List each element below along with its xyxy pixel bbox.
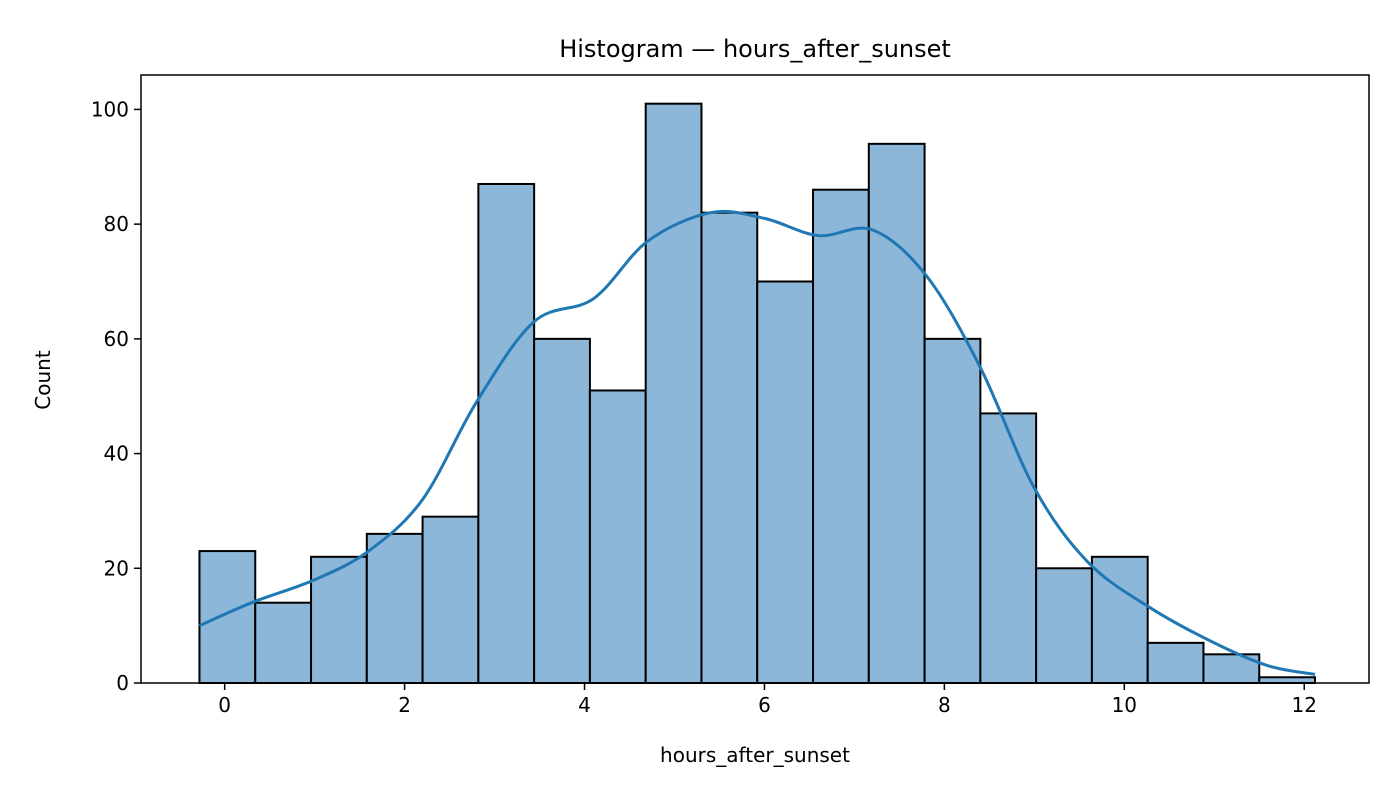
histogram-bar (1146, 641, 1205, 685)
histogram-bars (198, 102, 1317, 685)
y-tick-label: 20 (104, 556, 129, 580)
histogram-bar (867, 142, 926, 684)
x-tick-label: 6 (758, 693, 771, 717)
x-tick-label: 0 (218, 693, 231, 717)
x-axis-ticks: 0 2 4 6 8 10 12 (218, 683, 1317, 717)
x-tick-label: 8 (938, 693, 951, 717)
chart-title: Histogram — hours_after_sunset (559, 35, 951, 63)
y-tick-label: 0 (116, 671, 129, 695)
histogram-bar (1035, 567, 1093, 684)
histogram-bar (644, 102, 703, 684)
histogram-bar (533, 337, 591, 684)
histogram-bar (310, 555, 368, 685)
x-tick-label: 4 (578, 693, 591, 717)
y-tick-label: 80 (104, 212, 129, 236)
x-tick-label: 12 (1291, 693, 1316, 717)
histogram-bar (588, 389, 647, 684)
x-tick-label: 10 (1112, 693, 1137, 717)
histogram-bar (477, 182, 536, 684)
histogram-bar (1090, 555, 1149, 685)
x-tick-label: 2 (398, 693, 411, 717)
histogram-bar (812, 188, 870, 684)
histogram-bar (923, 337, 982, 684)
plot-frame (140, 74, 1370, 684)
kde-curve (198, 209, 1316, 676)
y-tick-label: 100 (91, 97, 129, 121)
histogram-bar (365, 532, 424, 684)
histogram-bar (979, 412, 1038, 684)
histogram-bar (421, 515, 480, 685)
x-axis-label: hours_after_sunset (660, 743, 850, 767)
y-tick-label: 40 (104, 442, 129, 466)
histogram-bar (254, 601, 313, 685)
y-axis-ticks: 0 20 40 60 80 100 (91, 97, 141, 695)
histogram-bar (700, 211, 759, 684)
histogram-bar (1258, 676, 1317, 685)
y-tick-label: 60 (104, 327, 129, 351)
histogram-bar (198, 550, 257, 685)
histogram-bar (756, 280, 815, 684)
y-axis-label: Count (31, 350, 55, 410)
